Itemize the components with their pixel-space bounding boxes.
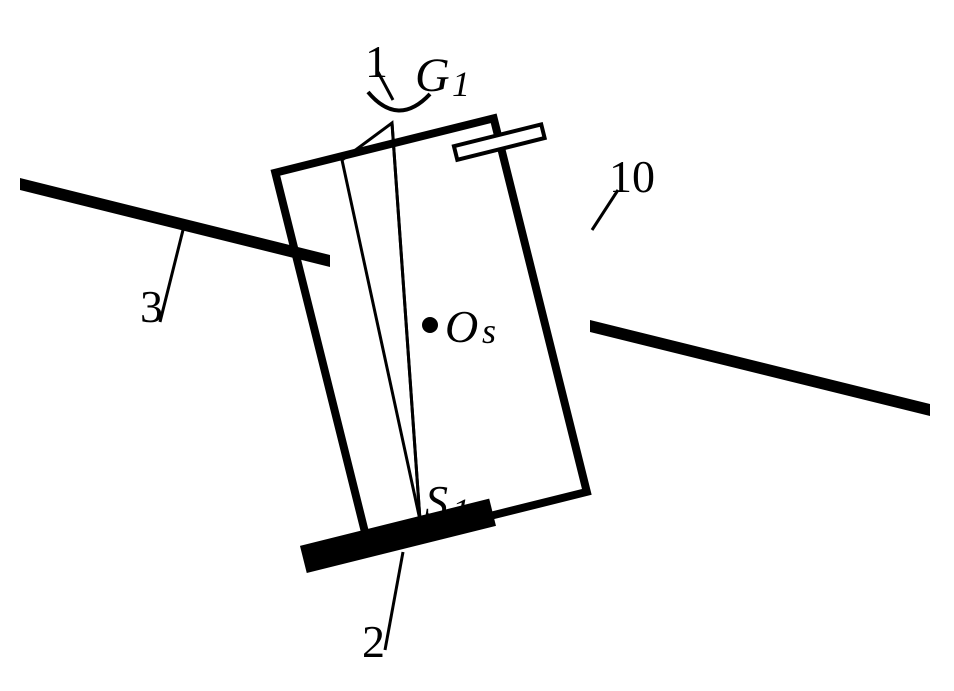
label-os-s: s [482,310,496,352]
label-2: 2 [362,615,385,668]
leader-2 [385,552,403,650]
label-g1-g: G [415,48,450,103]
label-3: 3 [140,280,163,333]
label-s1-sub: 1 [452,490,470,532]
label-s1-s: S [425,475,448,528]
inner-triangle [342,123,420,520]
label-10: 10 [609,150,655,203]
horizontal-bar-right [590,320,930,416]
label-1: 1 [365,35,388,88]
label-os-o: O [445,300,478,353]
leader-3 [160,230,183,322]
label-g1-sub: 1 [452,63,470,105]
center-point-os [422,317,438,333]
